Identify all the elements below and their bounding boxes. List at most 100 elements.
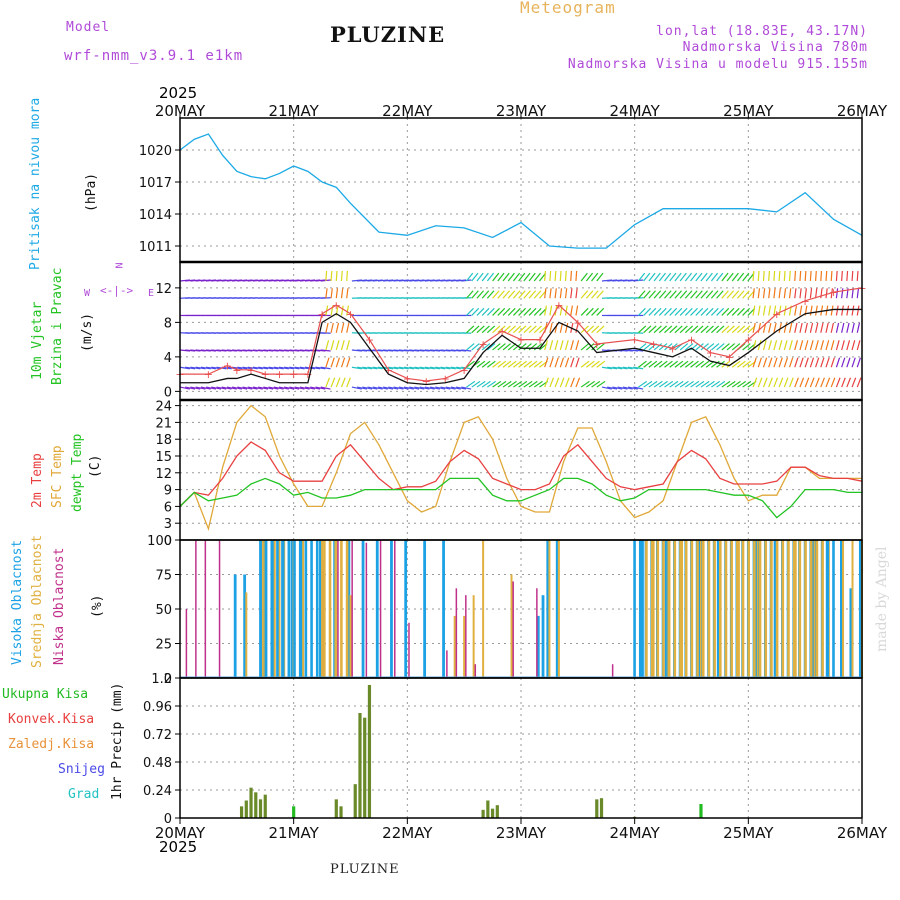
wind-speed-line xyxy=(180,308,862,386)
cloud-bar xyxy=(195,540,197,678)
wind-barb xyxy=(835,305,839,316)
wind-barb xyxy=(445,366,456,370)
cloud-bar xyxy=(379,540,382,678)
wind-barb xyxy=(669,307,678,316)
cloud-bar xyxy=(756,540,759,678)
x-tick-label-bottom: 20MAY xyxy=(155,824,206,842)
y-tick-label: 0 xyxy=(164,534,172,549)
gust-marker: + xyxy=(441,372,450,385)
wind-barb xyxy=(794,270,797,282)
wind-barb xyxy=(221,386,232,390)
precip-bar xyxy=(699,804,703,818)
wind-barb xyxy=(533,380,543,388)
wind-barb xyxy=(492,360,501,368)
y-tick-label: 25 xyxy=(155,638,172,653)
wind-barb xyxy=(653,307,662,316)
gust-marker: + xyxy=(365,334,374,347)
wind-barb xyxy=(549,305,553,316)
cloud-bar xyxy=(633,540,636,678)
gust-marker: + xyxy=(460,364,469,377)
wind-barb xyxy=(554,288,557,299)
wind-barb xyxy=(502,307,511,316)
wind-barb xyxy=(476,325,485,334)
wind-barb xyxy=(674,307,683,316)
cloud-bar xyxy=(536,588,538,678)
wind-barb xyxy=(825,322,829,333)
wind-barb xyxy=(564,340,569,351)
wind-barb xyxy=(372,366,383,370)
wind-barb xyxy=(471,380,481,388)
wind-barb xyxy=(778,340,783,351)
wind-barb xyxy=(575,340,580,351)
cloud-bar xyxy=(839,540,843,678)
wind-barb xyxy=(799,377,805,388)
cloud-bar xyxy=(652,540,655,678)
wind-barb xyxy=(617,366,628,370)
wind-barb xyxy=(804,357,809,368)
y-tick-label: 6 xyxy=(164,500,172,515)
cloud-bar xyxy=(463,615,466,678)
wind-barb xyxy=(700,272,708,282)
cloud-bar xyxy=(310,540,313,678)
y-tick-label: 8 xyxy=(164,316,172,331)
wind-barb xyxy=(648,325,657,334)
wind-barb xyxy=(846,322,850,333)
wind-barb xyxy=(476,272,484,282)
wind-barb xyxy=(794,340,799,351)
cloud-bar xyxy=(798,540,802,678)
wind-barb xyxy=(814,288,818,299)
precip-bar xyxy=(239,806,244,818)
wind-barb xyxy=(315,386,326,390)
wind-barb xyxy=(684,343,694,351)
wind-barb xyxy=(518,360,527,368)
wind-barb xyxy=(814,270,817,282)
wind-barb xyxy=(700,360,710,368)
wind-barb xyxy=(570,377,575,388)
y-tick-label: 0.72 xyxy=(143,728,172,743)
wind-barb xyxy=(242,386,253,390)
wind-barb xyxy=(481,290,490,299)
wind-barb xyxy=(721,380,731,388)
cloud-bar xyxy=(718,540,722,678)
wind-barb xyxy=(398,386,409,390)
wind-barb xyxy=(414,366,425,370)
precip-bar xyxy=(334,799,338,818)
wind-barb xyxy=(456,366,467,370)
wind-barb xyxy=(695,343,704,351)
wind-barb xyxy=(643,307,652,316)
cloud-bar xyxy=(423,540,427,678)
gust-marker: + xyxy=(261,368,270,381)
wind-barb xyxy=(762,357,768,368)
wind-barb xyxy=(513,343,522,351)
wind-barb xyxy=(528,360,538,368)
wind-barb xyxy=(773,340,778,351)
wind-barb xyxy=(742,307,751,316)
wind-barb xyxy=(513,360,522,368)
wind-barb xyxy=(507,272,515,282)
wind-barb xyxy=(830,270,833,282)
cloud-bar xyxy=(770,540,773,678)
cloud-bar xyxy=(707,540,711,678)
wind-barb xyxy=(320,386,331,390)
wind-barb xyxy=(700,380,710,388)
wind-barb xyxy=(289,386,300,390)
wind-barb xyxy=(825,288,828,299)
wind-barb xyxy=(580,360,590,368)
wind-barb xyxy=(830,340,835,351)
wind-barb xyxy=(627,386,638,390)
wind-barb xyxy=(638,360,647,368)
wind-barb xyxy=(596,380,606,388)
wind-barb xyxy=(762,288,766,299)
wind-barb xyxy=(596,343,605,351)
precip-bar xyxy=(486,800,490,818)
wind-barb xyxy=(476,360,486,368)
wind-barb xyxy=(325,288,328,299)
wind-barb xyxy=(330,322,334,333)
wind-barb xyxy=(820,377,825,388)
wind-barb xyxy=(820,305,824,316)
wind-barb xyxy=(669,272,677,282)
wind-barb xyxy=(325,340,330,351)
wind-barb xyxy=(585,343,595,351)
x-tick-label-bottom: 23MAY xyxy=(496,824,547,842)
wind-barb xyxy=(247,386,258,390)
